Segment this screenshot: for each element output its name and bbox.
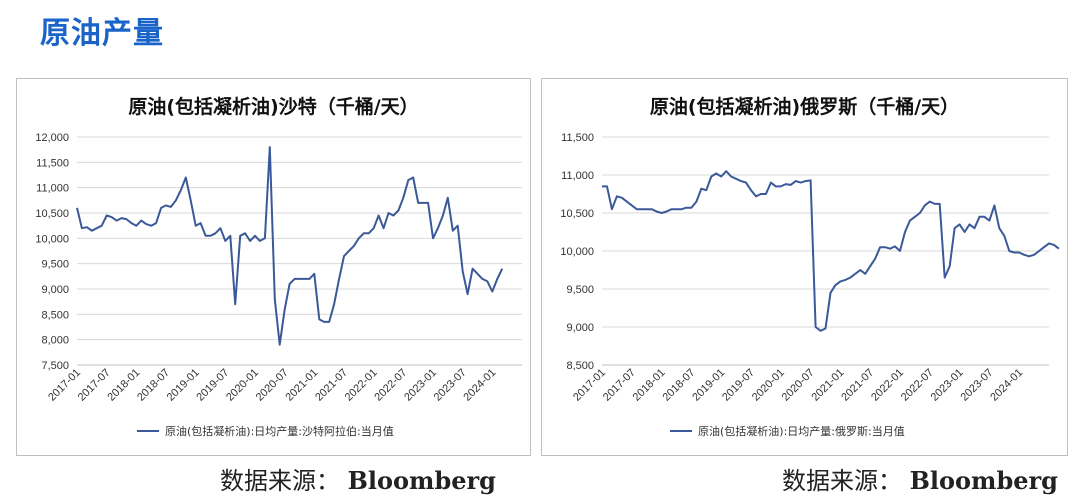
source-note-right: 数据来源： Bloomberg [782, 461, 1058, 496]
y-tick-label: 11,000 [36, 183, 69, 195]
source-name: Bloomberg [347, 466, 496, 495]
y-tick-label: 10,000 [35, 233, 69, 245]
y-tick-label: 8,000 [41, 335, 69, 347]
series-line [602, 170, 1060, 332]
source-label: 数据来源： [782, 467, 902, 495]
chart-panel-russia: 原油(包括凝析油)俄罗斯（千桶/天） 8,500 9,000 9,500 10,000 1… [541, 78, 1068, 456]
y-tick-label: 9,000 [41, 284, 69, 296]
page-title: 原油产量 [40, 16, 164, 51]
legend-label: 原油(包括凝析油):日均产量:沙特阿拉伯:当月值 [165, 424, 394, 438]
source-name: Bloomberg [909, 466, 1058, 495]
legend-label: 原油(包括凝析油):日均产量:俄罗斯:当月值 [698, 424, 905, 438]
x-tick-label: 2024-01 [988, 367, 1025, 404]
y-tick-label: 11,500 [561, 132, 594, 144]
y-tick-label: 9,500 [41, 259, 69, 271]
source-note-left: 数据来源： Bloomberg [220, 461, 496, 496]
chart-title: 原油(包括凝析油)俄罗斯（千桶/天） [650, 95, 959, 118]
chart-panel-saudi: 原油(包括凝析油)沙特（千桶/天） 7,500 8,000 8,500 9,000 9,5… [16, 78, 531, 456]
y-tick-label: 8,500 [566, 360, 594, 372]
chart-svg-russia: 原油(包括凝析油)俄罗斯（千桶/天） 8,500 9,000 9,500 10,000 1… [560, 95, 1060, 438]
series-line [76, 146, 504, 346]
y-tick-label: 10,000 [560, 246, 594, 258]
chart-title: 原油(包括凝析油)沙特（千桶/天） [128, 95, 418, 118]
y-tick-label: 7,500 [41, 360, 69, 372]
y-tick-label: 8,500 [41, 309, 69, 321]
y-tick-label: 9,500 [566, 284, 594, 296]
y-tick-label: 12,000 [35, 132, 69, 144]
x-tick-label: 2024-01 [461, 367, 498, 404]
source-label: 数据来源： [220, 467, 340, 495]
y-tick-label: 10,500 [35, 208, 69, 220]
y-tick-label: 11,500 [36, 157, 69, 169]
y-tick-label: 10,500 [560, 208, 594, 220]
y-tick-label: 11,000 [561, 170, 594, 182]
y-tick-label: 9,000 [566, 322, 594, 334]
chart-svg-saudi: 原油(包括凝析油)沙特（千桶/天） 7,500 8,000 8,500 9,000 9,5… [35, 95, 522, 438]
